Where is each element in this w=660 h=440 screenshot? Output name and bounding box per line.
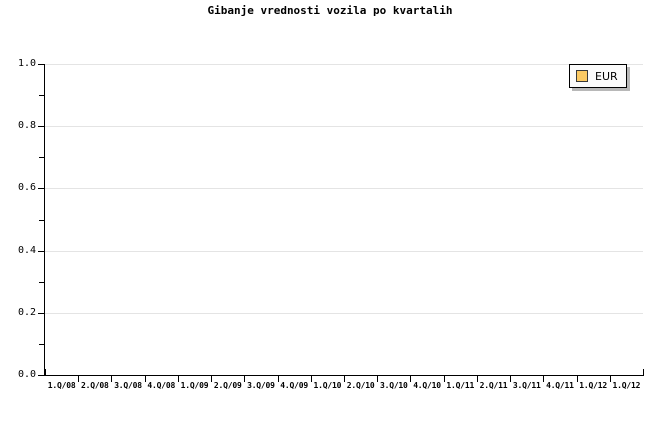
x-axis-tick-label: 3.Q/08 [114,381,142,390]
y-axis-tick-major [38,126,45,127]
y-axis-tick-major [38,188,45,189]
x-axis-tick [145,376,146,382]
x-axis-tick [278,376,279,382]
gridline [45,313,643,314]
x-axis-tick-label: 2.Q/08 [80,381,109,390]
y-axis-tick-minor [39,282,45,283]
x-axis-tick-label: 4.Q/10 [413,381,441,390]
y-axis-tick-major [38,251,45,252]
y-axis-tick-major [38,313,45,314]
x-axis-tick [111,376,112,382]
x-axis-tick-label: 3.Q/11 [512,381,541,390]
y-axis-tick-minor [39,220,45,221]
x-axis-tick-label: 1.Q/11 [446,381,475,390]
x-axis-tick-label: 3.Q/09 [247,381,275,390]
x-axis-tick-label: 4.Q/08 [147,381,176,390]
x-axis-tick [178,376,179,382]
legend-swatch-icon [576,70,588,82]
x-axis-tick [577,376,578,382]
y-axis-tick-label: 0.2 [17,307,36,318]
x-axis-tick [244,376,245,382]
x-axis-tick-label: 1.Q/12 [579,381,607,390]
x-axis-tick [377,376,378,382]
y-axis-tick-label: 0.0 [17,369,36,380]
gridline [45,64,643,65]
x-axis-line [44,375,644,376]
x-axis-tick [344,376,345,382]
x-axis-tick [78,376,79,382]
plot-area [45,64,643,375]
gridline [45,251,643,252]
gridline [45,126,643,127]
y-axis-tick-minor [39,95,45,96]
x-axis-tick [543,376,544,382]
x-axis-tick [510,376,511,382]
x-axis-tick-label: 1.Q/12 [612,381,641,390]
x-axis-tick [211,376,212,382]
y-axis-tick-label: 1.0 [17,58,36,69]
legend-label-eur: EUR [595,69,618,83]
x-axis-tick-label: 4.Q/09 [280,381,308,390]
x-axis-tick-label: 1.Q/09 [180,381,209,390]
y-axis-tick-major [38,375,45,376]
x-axis-tick [45,369,46,376]
x-axis-tick-label: 1.Q/08 [47,381,76,390]
legend-entry-eur[interactable]: EUR [570,65,626,87]
x-axis-tick-label: 3.Q/10 [379,381,408,390]
x-axis-tick [444,376,445,382]
x-axis-tick [410,376,411,382]
gridline [45,188,643,189]
x-axis-tick-label: 2.Q/10 [346,381,375,390]
x-axis-tick-label: 2.Q/09 [213,381,242,390]
y-axis-tick-minor [39,344,45,345]
x-axis-tick-label: 4.Q/11 [546,381,574,390]
chart-title: Gibanje vrednosti vozila po kvartalih [207,4,453,17]
x-axis-tick [643,369,644,376]
x-axis-tick-label: 1.Q/10 [313,381,342,390]
legend-box[interactable]: EUR [569,64,627,88]
x-axis-tick [610,376,611,382]
series-svg [45,64,643,375]
y-axis-tick-label: 0.6 [17,182,36,193]
x-axis-tick [477,376,478,382]
y-axis-tick-label: 0.8 [17,120,36,131]
y-axis-tick-minor [39,157,45,158]
y-axis-tick-label: 0.4 [17,245,36,256]
x-axis-tick [311,376,312,382]
x-axis-tick-label: 2.Q/11 [479,381,508,390]
y-axis-tick-major [38,64,45,65]
